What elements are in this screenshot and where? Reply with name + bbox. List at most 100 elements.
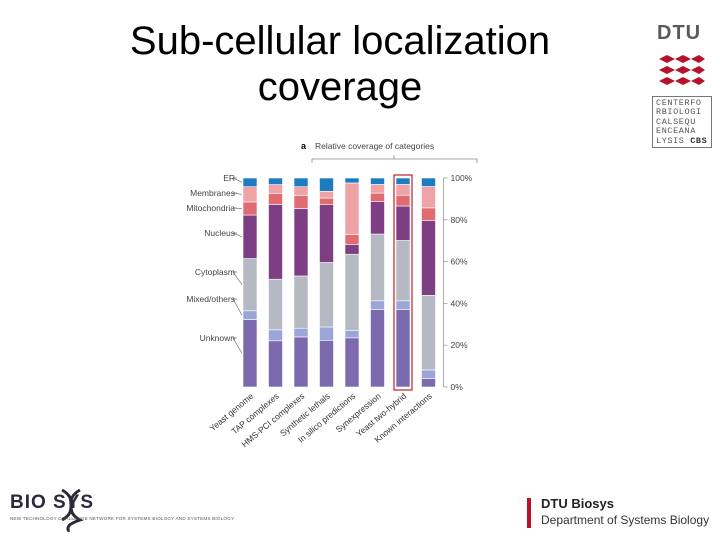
bar-segment — [319, 191, 334, 199]
bar-segment — [395, 309, 411, 388]
bar-segment — [395, 205, 411, 241]
bar-segment — [395, 240, 411, 302]
bar-segment — [344, 330, 360, 339]
bar-segment — [293, 186, 309, 196]
bar-segment — [421, 220, 436, 296]
cbs-logo: CENTERFO RBIOLOGI CALSEQU ENCEANA LYSIS … — [652, 96, 712, 148]
bar-segment — [370, 192, 385, 203]
cbs-line: CENTERFO — [656, 98, 702, 108]
legend-label: Unknown — [200, 333, 236, 343]
bar-segment — [293, 177, 309, 188]
legend-label: Membranes — [190, 188, 235, 198]
bar-segment — [293, 208, 309, 277]
dtu-biosys-name: DTU Biosys — [541, 496, 614, 511]
bar-segment — [421, 177, 436, 187]
legend-leader-line — [232, 298, 243, 316]
bar-segment — [319, 262, 334, 328]
bar-segment — [293, 195, 309, 209]
cbs-line: LYSIS CBS — [656, 135, 708, 146]
bar-segment — [395, 194, 411, 207]
bar-segment — [319, 340, 334, 388]
legend-leader-line — [232, 271, 243, 285]
highlight-box — [393, 174, 413, 391]
bar-segment — [268, 184, 283, 194]
bar-segment — [242, 310, 258, 320]
bar-segment — [421, 369, 436, 379]
biosys-logo: BIO SYS NEW TECHNOLOGY CHALLENGE NETWORK… — [6, 488, 246, 532]
bar-segment — [370, 177, 385, 185]
bar-segment — [395, 184, 411, 196]
bar-segment — [268, 340, 283, 388]
bar-segment — [421, 294, 436, 371]
bar-segment — [319, 197, 334, 205]
biosys-tagline: NEW TECHNOLOGY CHALLENGE NETWORK FOR SYS… — [10, 516, 235, 521]
bar-segment — [268, 204, 283, 280]
bar-segment — [370, 201, 385, 235]
cbs-line: CALSEQU — [656, 116, 696, 127]
cbs-line: ENCEANA — [656, 126, 696, 137]
bar-segment — [344, 253, 360, 331]
bar-segment — [268, 278, 283, 331]
slide-title: Sub-cellular localization coverage — [60, 18, 620, 110]
bar-segment — [370, 233, 385, 302]
bar-segment — [344, 182, 360, 235]
bar-segment — [370, 184, 385, 194]
bar-segment — [242, 319, 258, 388]
bar-segment — [293, 327, 309, 338]
y-tick-label: 40% — [451, 298, 468, 308]
coverage-chart: a Relative coverage of categories Unknow… — [186, 141, 478, 449]
bar-segment — [344, 337, 360, 388]
bar-segment — [421, 378, 436, 388]
panel-label: a — [301, 141, 307, 151]
bar-segment — [319, 326, 334, 341]
dtu-logo: DTU — [657, 22, 707, 88]
legend-label: Mixed/others — [186, 294, 235, 304]
legend-leader-line — [232, 232, 243, 238]
biosys-wordmark: BIO SYS — [10, 492, 95, 513]
bar-segment — [421, 186, 436, 209]
dtu-logo-mark — [659, 55, 705, 85]
bar-segment — [242, 214, 258, 259]
cbs-line: RBIOLOGI — [656, 107, 702, 118]
dtu-biosys-department: Department of Systems Biology — [541, 513, 710, 527]
legend-label: Nucleus — [204, 228, 235, 238]
y-tick-label: 100% — [451, 173, 473, 183]
legend-label: Cytoplasm — [195, 267, 235, 277]
dtu-biosys-logo: DTU Biosys Department of Systems Biology — [527, 496, 717, 532]
bar-segment — [242, 177, 258, 188]
bar-segment — [293, 336, 309, 388]
bar-segment — [370, 309, 385, 388]
cbs-tag: CBS — [690, 135, 708, 146]
bar-segment — [268, 177, 283, 185]
bar-segment — [268, 193, 283, 205]
bar-segment — [395, 300, 411, 310]
y-tick-label: 0% — [451, 382, 464, 392]
dtu-logo-text: DTU — [657, 22, 702, 44]
bar-segment — [370, 300, 385, 310]
bar-segment — [242, 201, 258, 216]
bar-segment — [319, 177, 334, 192]
dna-helix-icon — [61, 488, 84, 532]
legend-label: ER — [223, 173, 235, 183]
bar-segment — [421, 207, 436, 221]
legend-leader-line — [232, 337, 243, 354]
slide-title-line-2: coverage — [257, 65, 423, 109]
chart-title: Relative coverage of categories — [315, 141, 434, 151]
y-tick-label: 20% — [451, 340, 468, 350]
legend-leader-line — [232, 192, 243, 195]
bar-segment — [293, 275, 309, 329]
bar-segment — [344, 177, 360, 184]
bar-segment — [242, 258, 258, 312]
dtu-biosys-bar — [527, 498, 531, 528]
y-tick-label: 60% — [451, 257, 468, 267]
bar-segment — [344, 234, 360, 245]
bar-segment — [395, 177, 411, 185]
bar-segment — [268, 329, 283, 342]
legend-label: Mitochondria — [186, 203, 235, 213]
bar-segment — [319, 204, 334, 263]
slide-title-line-1: Sub-cellular localization — [129, 19, 551, 63]
bar-segment — [344, 244, 360, 255]
bar-segment — [242, 186, 258, 203]
y-tick-label: 80% — [451, 215, 468, 225]
legend-leader-line — [232, 177, 243, 183]
